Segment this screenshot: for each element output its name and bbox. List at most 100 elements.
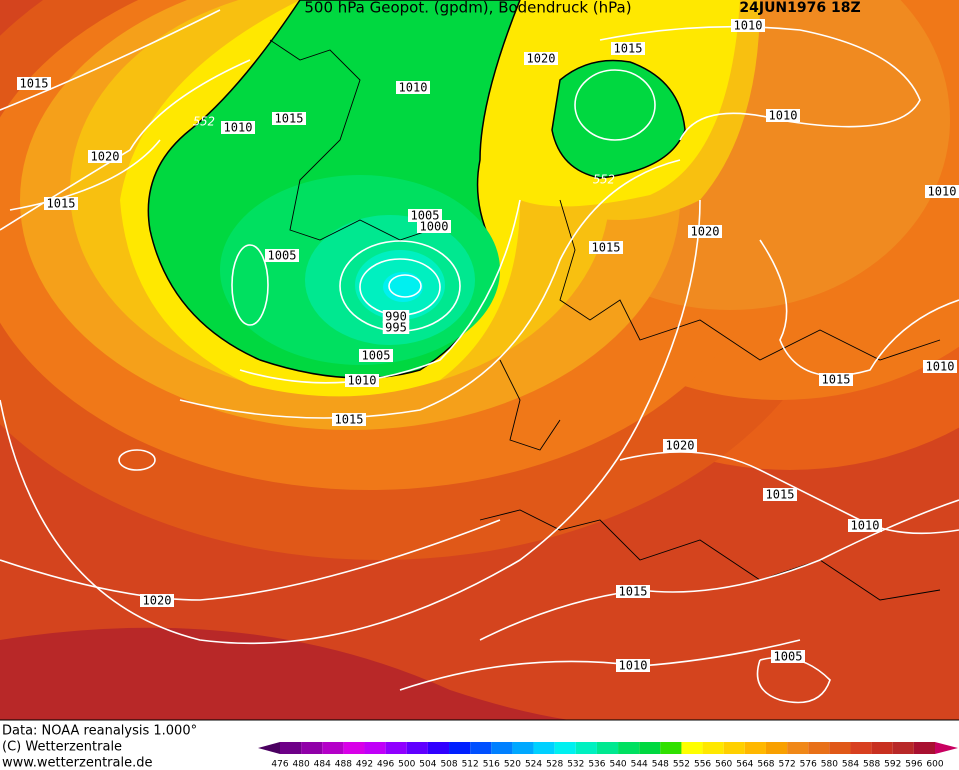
legend-swatch (787, 742, 809, 754)
isobar-label: 1005 (362, 349, 391, 363)
isobar-label: 1020 (666, 439, 695, 453)
legend-label: 536 (588, 760, 605, 770)
legend-label: 588 (863, 760, 880, 770)
legend-swatch (618, 742, 640, 754)
legend-swatch (765, 742, 788, 754)
legend-label: 564 (736, 760, 753, 770)
legend-label: 528 (546, 760, 563, 770)
isobar-label: 1015 (614, 42, 643, 56)
isobar-label-box (332, 413, 366, 426)
isobar-label: 1020 (691, 225, 720, 239)
isobar-label-box (265, 249, 299, 262)
legend-swatch (406, 742, 428, 754)
legend-swatch (533, 742, 555, 754)
isobar-label: 1010 (926, 360, 955, 374)
isobar-label: 1015 (592, 241, 621, 255)
isobar-label: 1020 (143, 594, 172, 608)
legend-label: 600 (926, 760, 943, 770)
legend-label: 512 (462, 760, 479, 770)
isobar-label-box (731, 19, 765, 32)
isobar-label-box (771, 650, 805, 663)
isobar-label: 995 (385, 321, 407, 335)
isobar-label: 1015 (766, 488, 795, 502)
legend-swatch (850, 742, 872, 754)
legend-swatch (596, 742, 619, 754)
legend-label: 532 (567, 760, 584, 770)
isobar-label-box (345, 374, 379, 387)
legend-swatch (723, 742, 745, 754)
legend-swatch (301, 742, 323, 754)
isobar-label: 1015 (619, 585, 648, 599)
isobar-label-box (923, 360, 957, 373)
legend-label: 500 (398, 760, 415, 770)
isobar-label-box (611, 42, 645, 55)
legend-label: 508 (440, 760, 457, 770)
isobar-label: 1010 (734, 19, 763, 33)
legend-swatch (829, 742, 851, 754)
legend-swatch (639, 742, 661, 754)
isobar-label: 1020 (91, 150, 120, 164)
isobar-label: 552 (193, 115, 215, 129)
legend-arrow-low (258, 742, 280, 754)
legend-swatch (660, 742, 682, 754)
legend-swatch (702, 742, 724, 754)
legend-label: 596 (905, 760, 922, 770)
isobar-label-box (616, 659, 650, 672)
contour-fill (0, 0, 959, 720)
credit: Data: NOAA reanalysis 1.000° (2, 724, 197, 739)
isobar-label: 1010 (399, 81, 428, 95)
isobar-label: 1010 (619, 659, 648, 673)
map-date: 24JUN1976 18Z (739, 0, 860, 16)
legend-swatch (449, 742, 471, 754)
legend-swatch (343, 742, 365, 754)
isobar-label: 1015 (335, 413, 364, 427)
isobar-label-box (140, 594, 174, 607)
isobar-label-box (272, 112, 306, 125)
legend-label: 488 (335, 760, 352, 770)
legend-arrow-high (935, 742, 958, 754)
legend-swatch (744, 742, 766, 754)
isobar-label-box (524, 52, 558, 65)
credit: (C) Wetterzentrale (2, 740, 122, 755)
isobar-label-box (616, 585, 650, 598)
legend-label: 580 (821, 760, 838, 770)
isobar-label: 1010 (348, 374, 377, 388)
isobar-label: 1015 (20, 77, 49, 91)
isobar-label-box (382, 310, 410, 323)
isobar-label: 990 (385, 310, 407, 324)
isobar-label-box (766, 109, 800, 122)
credit: www.wetterzentrale.de (2, 756, 152, 770)
isobar-label: 552 (593, 173, 615, 187)
legend-swatch (470, 742, 492, 754)
legend-label: 556 (694, 760, 711, 770)
legend-swatch (681, 742, 703, 754)
legend-label: 476 (271, 760, 288, 770)
isobar-label: 1010 (851, 519, 880, 533)
legend-label: 524 (525, 760, 542, 770)
isobar-label-box (359, 349, 393, 362)
isobar-label: 1015 (822, 373, 851, 387)
isobar-label-box (382, 321, 410, 334)
map-title: 500 hPa Geopot. (gpdm), Bodendruck (hPa) (304, 0, 631, 17)
isobar-label: 1010 (928, 185, 957, 199)
isobar-label: 1010 (224, 121, 253, 135)
isobar-label-box (44, 197, 78, 210)
legend-label: 560 (715, 760, 732, 770)
legend-label: 584 (842, 760, 859, 770)
legend-label: 484 (314, 760, 331, 770)
isobar-label: 1005 (774, 650, 803, 664)
legend-label: 572 (779, 760, 796, 770)
isobar-label: 1010 (769, 109, 798, 123)
legend-swatch (871, 742, 893, 754)
legend-swatch (575, 742, 597, 754)
legend-swatch (280, 742, 302, 754)
legend-swatch (322, 742, 344, 754)
legend-label: 544 (631, 760, 648, 770)
isobar-label-box (221, 121, 255, 134)
legend-swatch (808, 742, 830, 754)
legend-swatch (512, 742, 534, 754)
legend-label: 520 (504, 760, 521, 770)
legend-label: 492 (356, 760, 373, 770)
